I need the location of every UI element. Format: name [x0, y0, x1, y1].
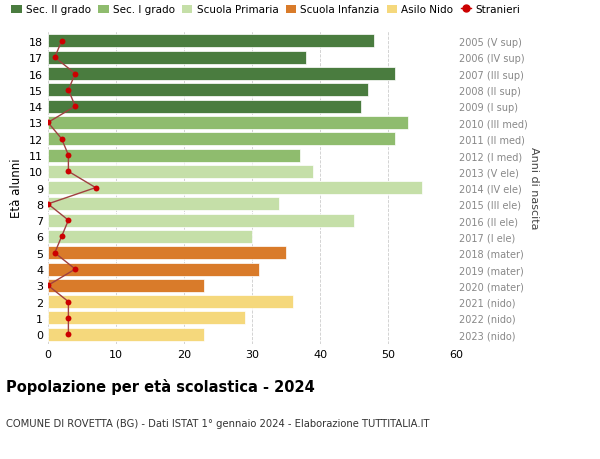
Point — [43, 201, 53, 208]
Bar — [48, 165, 313, 179]
Point — [57, 233, 67, 241]
Point — [50, 250, 59, 257]
Bar — [48, 101, 361, 113]
Point — [57, 38, 67, 45]
Point — [91, 185, 100, 192]
Point — [64, 87, 73, 94]
Point — [64, 331, 73, 338]
Bar — [48, 149, 299, 162]
Bar — [48, 312, 245, 325]
Point — [64, 314, 73, 322]
Bar — [48, 182, 422, 195]
Point — [70, 266, 80, 273]
Point — [64, 168, 73, 176]
Bar — [48, 198, 279, 211]
Point — [64, 298, 73, 306]
Legend: Sec. II grado, Sec. I grado, Scuola Primaria, Scuola Infanzia, Asilo Nido, Stran: Sec. II grado, Sec. I grado, Scuola Prim… — [11, 5, 520, 15]
Bar — [48, 51, 307, 65]
Point — [43, 119, 53, 127]
Point — [57, 136, 67, 143]
Bar — [48, 328, 205, 341]
Bar — [48, 133, 395, 146]
Text: COMUNE DI ROVETTA (BG) - Dati ISTAT 1° gennaio 2024 - Elaborazione TUTTITALIA.IT: COMUNE DI ROVETTA (BG) - Dati ISTAT 1° g… — [6, 418, 430, 428]
Bar — [48, 214, 354, 227]
Bar — [48, 68, 395, 81]
Y-axis label: Anni di nascita: Anni di nascita — [529, 147, 539, 230]
Point — [64, 152, 73, 159]
Point — [50, 55, 59, 62]
Bar — [48, 296, 293, 308]
Bar — [48, 35, 374, 48]
Bar — [48, 263, 259, 276]
Bar — [48, 247, 286, 260]
Bar — [48, 279, 205, 292]
Y-axis label: Età alunni: Età alunni — [10, 158, 23, 218]
Bar — [48, 230, 252, 243]
Bar — [48, 117, 409, 129]
Point — [43, 282, 53, 289]
Point — [70, 71, 80, 78]
Point — [70, 103, 80, 111]
Bar — [48, 84, 368, 97]
Text: Popolazione per età scolastica - 2024: Popolazione per età scolastica - 2024 — [6, 379, 315, 395]
Point — [64, 217, 73, 224]
